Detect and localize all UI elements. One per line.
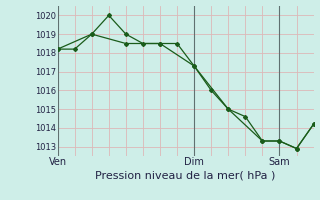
- X-axis label: Pression niveau de la mer( hPa ): Pression niveau de la mer( hPa ): [95, 170, 276, 180]
